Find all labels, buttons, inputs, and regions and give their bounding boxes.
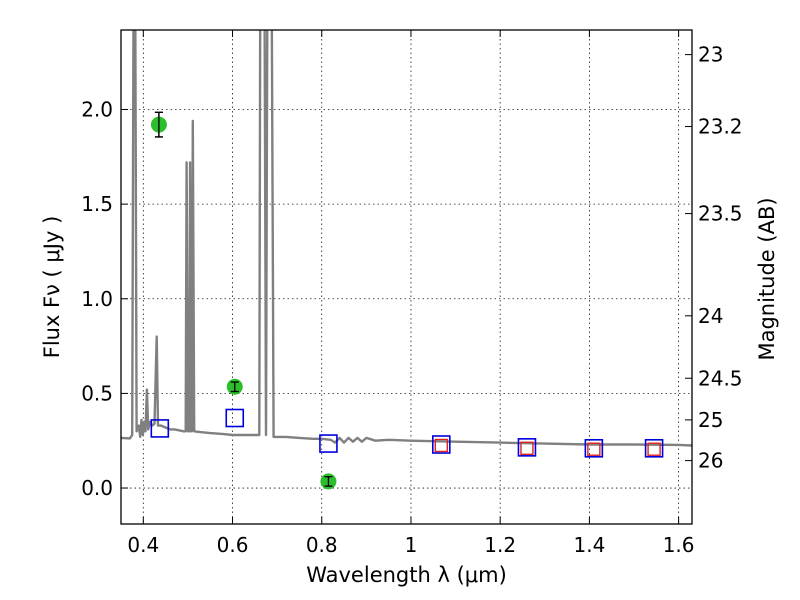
right-axis-label: Magnitude (AB) <box>755 197 779 360</box>
y-tick-label: 0.0 <box>81 476 113 500</box>
y-tick-label: 0.5 <box>81 381 113 405</box>
plot-frame <box>120 29 693 525</box>
x-tick-label: 1 <box>405 533 418 557</box>
model-photometry-marker <box>225 408 245 428</box>
right-tick-label: 25 <box>698 408 723 432</box>
y-tick-label: 2.0 <box>81 97 113 121</box>
right-tick-label: 23.5 <box>698 202 743 226</box>
right-tick-label: 24 <box>698 304 723 328</box>
right-tick-label: 23.2 <box>698 115 743 139</box>
model-photometry-marker <box>319 434 338 453</box>
x-tick-label: 0.8 <box>306 533 338 557</box>
model-photometry-marker <box>644 438 664 458</box>
model-photometry-marker <box>431 435 451 454</box>
axis-ticks: 0.4 0.6 0.8 1 1.2 1.4 1.6 0.0 0.5 1.0 1.5 2.0 23 23.2… <box>81 30 743 557</box>
nir-photometry-marker <box>520 441 534 455</box>
right-tick-label: 23 <box>698 43 723 67</box>
x-tick-label: 1.4 <box>573 533 605 557</box>
x-tick-label: 0.6 <box>217 533 249 557</box>
model-sed-line <box>121 30 692 447</box>
model-photometry-marker <box>150 419 170 438</box>
nir-photometry-marker <box>434 438 448 453</box>
grid <box>121 30 692 524</box>
model-photometry-marker <box>584 438 604 458</box>
y-axis-label: Flux Fν ( μJy ) <box>40 216 64 359</box>
plot-content <box>121 30 692 490</box>
x-tick-label: 1.2 <box>484 533 516 557</box>
y-tick-label: 1.0 <box>81 287 113 311</box>
x-axis-label: Wavelength λ (μm) <box>306 563 507 587</box>
model-photometry-marker <box>517 438 537 457</box>
y-tick-label: 1.5 <box>81 192 113 216</box>
x-tick-label: 0.4 <box>127 533 159 557</box>
right-tick-label: 26 <box>698 449 723 473</box>
right-tick-label: 24.5 <box>698 366 743 390</box>
nir-photometry-marker <box>647 442 661 456</box>
nir-photometry-marker <box>587 442 601 456</box>
x-tick-label: 1.6 <box>663 533 695 557</box>
